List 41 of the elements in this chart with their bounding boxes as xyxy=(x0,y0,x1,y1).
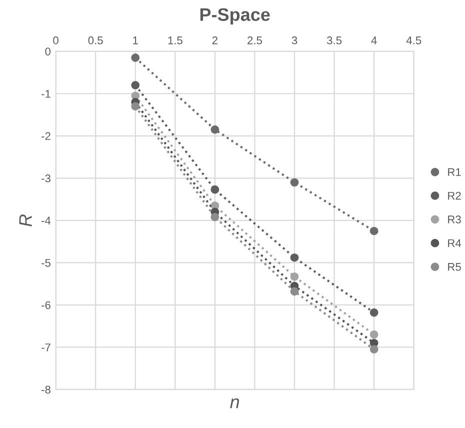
point xyxy=(131,54,140,62)
y-tick-label: -3 xyxy=(42,174,50,182)
x-tick-label: 2.5 xyxy=(248,36,262,44)
point xyxy=(210,125,220,134)
x-tick-label: 1.5 xyxy=(168,36,182,44)
point xyxy=(210,185,220,194)
point xyxy=(290,287,299,296)
point xyxy=(370,226,378,236)
legend-label: R5 xyxy=(448,263,461,271)
point xyxy=(370,330,378,339)
x-tick-label: 0.5 xyxy=(88,36,103,44)
y-tick-label: -4 xyxy=(42,216,51,224)
x-axis-title: n xyxy=(230,398,240,408)
legend-label: R3 xyxy=(448,216,461,224)
legend-label: R4 xyxy=(448,239,462,247)
point xyxy=(290,272,299,281)
x-tick-label: 2 xyxy=(212,36,218,44)
point xyxy=(290,253,299,262)
chart-title: P-Space xyxy=(200,8,270,25)
y-tick-label: -7 xyxy=(42,344,50,352)
legend-label: R1 xyxy=(448,168,461,176)
x-tick-label: 3 xyxy=(292,36,298,44)
point xyxy=(131,102,140,110)
legend-label: R2 xyxy=(448,192,461,200)
x-tick-label: 0 xyxy=(53,36,58,44)
point xyxy=(370,308,378,317)
y-tick-label: -1 xyxy=(42,90,50,98)
y-tick-label: -5 xyxy=(42,259,50,267)
x-tick-label: 3.5 xyxy=(326,36,342,44)
point xyxy=(131,81,140,90)
point xyxy=(370,345,378,354)
y-tick-label: -6 xyxy=(42,301,50,310)
x-tick-label: 4.5 xyxy=(406,36,422,44)
y-tick-label: -2 xyxy=(42,132,50,140)
y-axis-title: R xyxy=(19,214,32,226)
point xyxy=(210,212,220,222)
y-tick-label: -8 xyxy=(42,386,50,394)
x-tick-label: 1 xyxy=(133,36,138,44)
point xyxy=(290,178,299,187)
x-tick-label: 4 xyxy=(371,36,377,44)
y-tick-label: 0 xyxy=(45,48,51,56)
